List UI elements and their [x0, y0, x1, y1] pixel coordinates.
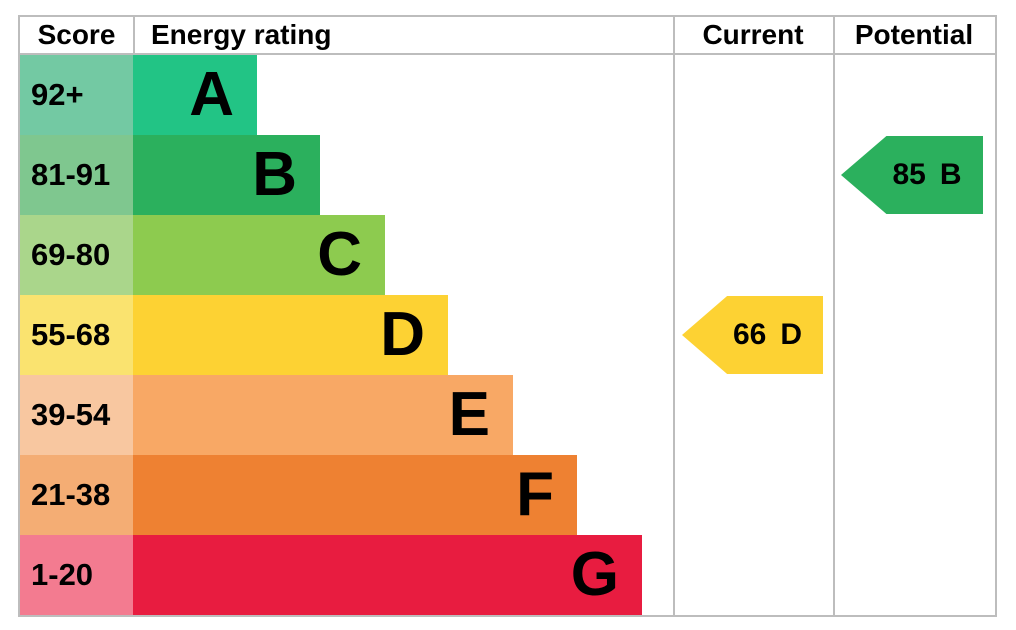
band-bar-b: B [133, 135, 320, 215]
epc-rows: 92+ A 81-91 B 69-80 C 55-68 D 39-54 E 21-38 F 1-20 G [20, 55, 995, 615]
divider-score-rating [133, 17, 135, 53]
band-score-range: 21-38 [20, 455, 133, 535]
band-bar-c: C [133, 215, 385, 295]
band-score-range: 92+ [20, 55, 133, 135]
band-bar-a: A [133, 55, 257, 135]
current-score-value: 66 [732, 318, 767, 351]
epc-band-row-a: 92+ A [20, 55, 995, 135]
epc-header-row: Score Energy rating Current Potential [20, 17, 995, 55]
band-letter: E [448, 380, 490, 449]
band-bar-d: D [133, 295, 448, 375]
epc-band-row-b: 81-91 B [20, 135, 995, 215]
epc-band-row-d: 55-68 D [20, 295, 995, 375]
epc-band-row-g: 1-20 G [20, 535, 995, 615]
band-bar-g: G [133, 535, 642, 615]
potential-rating-letter: B [939, 158, 962, 191]
band-bar-f: F [133, 455, 577, 535]
current-rating-letter: D [780, 318, 803, 351]
epc-band-row-e: 39-54 E [20, 375, 995, 455]
band-score-range: 81-91 [20, 135, 133, 215]
header-energy-rating: Energy rating [151, 19, 332, 50]
epc-chart: Score Energy rating Current Potential 92… [18, 15, 997, 617]
band-score-range: 39-54 [20, 375, 133, 455]
band-letter: C [317, 220, 362, 289]
potential-score-value: 85 [892, 158, 926, 191]
epc-band-row-c: 69-80 C [20, 215, 995, 295]
band-letter: D [380, 300, 425, 369]
epc-band-row-f: 21-38 F [20, 455, 995, 535]
band-score-range: 69-80 [20, 215, 133, 295]
header-potential: Potential [854, 19, 974, 50]
divider-rating-current [673, 17, 675, 615]
band-letter: F [516, 460, 554, 529]
band-letter: A [189, 60, 234, 129]
band-letter: B [252, 140, 297, 209]
band-score-range: 55-68 [20, 295, 133, 375]
band-bar-e: E [133, 375, 513, 455]
header-current: Current [702, 19, 804, 50]
header-score: Score [37, 19, 116, 50]
band-letter: G [570, 540, 619, 609]
band-score-range: 1-20 [20, 535, 133, 615]
divider-current-potential [833, 17, 835, 615]
